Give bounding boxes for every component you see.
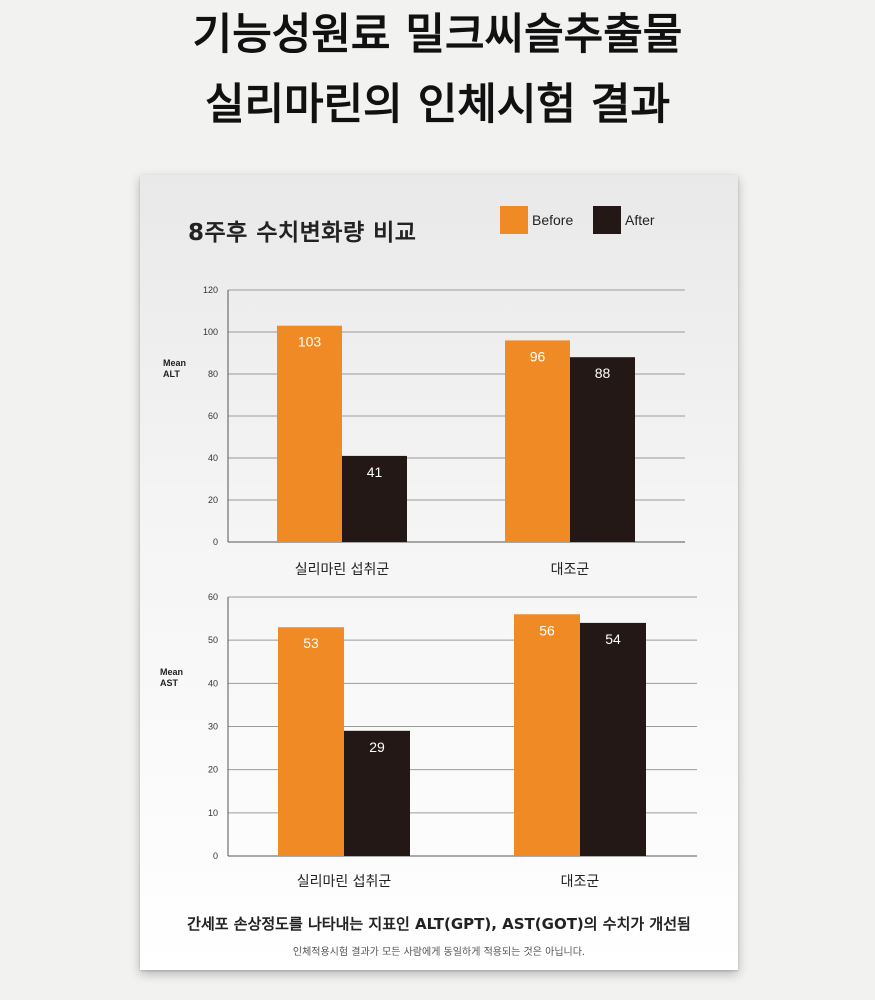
data-label: 41 (367, 464, 383, 480)
chart-card-title: 8주후 수치변화량 비교 (188, 220, 417, 246)
ast-bar-chart: 0 10 20 30 40 50 60 53 29 실리마린 섭취군 56 54 대조군 (208, 592, 697, 890)
ast-axis-title-line-1: Mean (160, 667, 184, 677)
data-label: 53 (303, 635, 319, 651)
y-tick-label: 50 (208, 635, 218, 645)
bar (278, 627, 344, 856)
data-label: 54 (605, 631, 621, 647)
bar (570, 357, 635, 542)
y-tick-label: 30 (208, 722, 218, 732)
y-tick-label: 100 (203, 327, 218, 337)
legend: Before After (500, 206, 670, 236)
ast-axis-title: Mean AST (160, 667, 183, 689)
y-tick-label: 10 (208, 808, 218, 818)
data-label: 96 (530, 348, 546, 364)
chart-footnote: 간세포 손상정도를 나타내는 지표인 ALT(GPT), AST(GOT)의 수… (187, 915, 691, 933)
y-tick-label: 120 (203, 285, 218, 295)
y-tick-label: 20 (208, 495, 218, 505)
bar (505, 340, 570, 542)
bar (342, 455, 407, 542)
y-tick-label: 0 (213, 537, 218, 547)
alt-axis-title-line-2: ALT (163, 369, 180, 379)
page-title-line-1: 기능성원료 밀크씨슬추출물 (192, 10, 683, 60)
data-label: 103 (298, 334, 322, 350)
y-tick-label: 80 (208, 369, 218, 379)
category-label: 대조군 (561, 874, 600, 890)
alt-axis-title-line-1: Mean (163, 358, 187, 368)
legend-swatch-after (593, 206, 621, 234)
y-tick-label: 0 (213, 851, 218, 861)
legend-swatch-before (500, 206, 528, 234)
y-tick-label: 40 (208, 678, 218, 688)
category-label: 대조군 (551, 562, 590, 578)
data-label: 29 (369, 739, 385, 755)
data-label: 56 (539, 622, 555, 638)
bar (277, 325, 342, 542)
y-tick-label: 20 (208, 765, 218, 775)
bar (344, 730, 410, 856)
page-title-line-2: 실리마린의 인체시험 결과 (204, 80, 671, 130)
ast-axis-title-line-2: AST (160, 678, 178, 688)
legend-label-before: Before (532, 212, 574, 228)
chart-disclaimer: 인체적용시험 결과가 모든 사람에게 동일하게 적용되는 것은 아닙니다. (292, 947, 586, 958)
bar (514, 614, 580, 856)
y-tick-label: 60 (208, 592, 218, 602)
category-label: 실리마린 섭취군 (297, 874, 392, 890)
alt-bar-chart: 0 20 40 60 80 100 120 103 41 실리마린 섭취군 96 88 대조군 (203, 285, 685, 578)
data-label: 88 (595, 365, 611, 381)
y-tick-label: 60 (208, 411, 218, 421)
chart-card: 8주후 수치변화량 비교 Before After Mean ALT 0 20 40… (140, 175, 738, 970)
alt-axis-title: Mean ALT (163, 358, 186, 380)
legend-label-after: After (625, 212, 655, 228)
bar (580, 622, 646, 856)
category-label: 실리마린 섭취군 (295, 562, 390, 578)
y-tick-label: 40 (208, 453, 218, 463)
